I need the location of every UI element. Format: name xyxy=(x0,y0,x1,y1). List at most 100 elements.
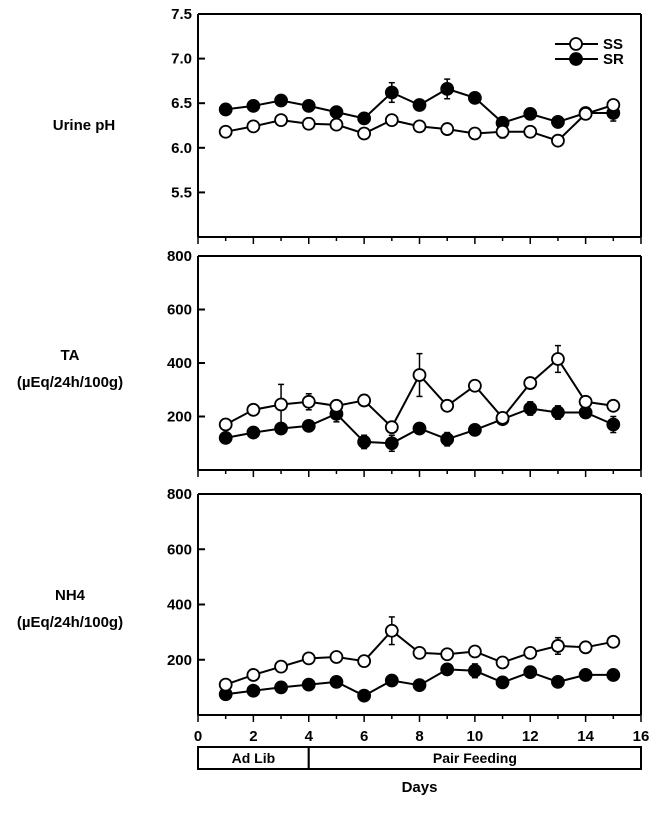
data-point-ss xyxy=(524,126,536,138)
data-point-ss xyxy=(303,118,315,130)
data-point-ss xyxy=(247,120,259,132)
data-point-sr xyxy=(524,402,536,414)
data-point-ss xyxy=(607,400,619,412)
y-tick-label: 200 xyxy=(167,409,192,426)
data-point-ss xyxy=(524,647,536,659)
y-tick-label: 600 xyxy=(167,541,192,558)
data-point-ss xyxy=(220,126,232,138)
data-point-sr xyxy=(552,116,564,128)
data-point-sr xyxy=(303,420,315,432)
data-point-ss xyxy=(386,421,398,433)
data-point-ss xyxy=(303,396,315,408)
y-tick-label: 600 xyxy=(167,302,192,319)
y-axis-label: TA xyxy=(61,347,80,364)
data-point-sr xyxy=(247,685,259,697)
data-point-sr xyxy=(414,423,426,435)
data-point-ss xyxy=(441,123,453,135)
data-point-ss xyxy=(275,114,287,126)
data-point-ss xyxy=(247,404,259,416)
y-tick-label: 800 xyxy=(167,248,192,265)
x-tick-label: 2 xyxy=(249,728,257,745)
data-point-sr xyxy=(524,108,536,120)
data-point-sr xyxy=(497,676,509,688)
legend-marker xyxy=(570,53,582,65)
data-point-ss xyxy=(441,400,453,412)
data-point-sr xyxy=(386,674,398,686)
data-point-ss xyxy=(386,114,398,126)
data-point-sr xyxy=(386,437,398,449)
data-point-ss xyxy=(358,655,370,667)
y-tick-label: 800 xyxy=(167,486,192,503)
data-point-ss xyxy=(303,652,315,664)
data-point-ss xyxy=(497,657,509,669)
x-axis-label: Days xyxy=(402,779,438,796)
data-point-ss xyxy=(469,645,481,657)
data-point-ss xyxy=(469,380,481,392)
x-tick-label: 4 xyxy=(305,728,314,745)
data-point-ss xyxy=(330,651,342,663)
x-tick-label: 0 xyxy=(194,728,202,745)
data-point-ss xyxy=(552,353,564,365)
data-point-ss xyxy=(386,625,398,637)
x-tick-label: 6 xyxy=(360,728,368,745)
data-point-sr xyxy=(386,86,398,98)
x-tick-label: 12 xyxy=(522,728,539,745)
data-point-sr xyxy=(247,100,259,112)
y-tick-label: 7.0 xyxy=(171,51,192,68)
phase-label: Ad Lib xyxy=(232,750,276,766)
y-axis-label: (µEq/24h/100g) xyxy=(17,374,123,391)
data-point-ss xyxy=(358,394,370,406)
data-point-sr xyxy=(607,669,619,681)
data-point-sr xyxy=(275,95,287,107)
data-point-ss xyxy=(607,636,619,648)
data-point-sr xyxy=(330,106,342,118)
y-tick-label: 200 xyxy=(167,652,192,669)
data-point-ss xyxy=(414,120,426,132)
x-tick-label: 14 xyxy=(577,728,594,745)
data-point-ss xyxy=(497,412,509,424)
data-point-ss xyxy=(414,647,426,659)
data-point-sr xyxy=(414,99,426,111)
legend-label: SR xyxy=(603,51,624,68)
data-point-sr xyxy=(524,666,536,678)
y-tick-label: 6.0 xyxy=(171,140,192,157)
data-point-sr xyxy=(220,432,232,444)
y-tick-label: 6.5 xyxy=(171,95,192,112)
data-point-sr xyxy=(469,92,481,104)
data-point-ss xyxy=(275,398,287,410)
data-point-ss xyxy=(247,669,259,681)
data-point-ss xyxy=(220,679,232,691)
phase-label: Pair Feeding xyxy=(433,750,517,766)
data-point-ss xyxy=(330,400,342,412)
data-point-sr xyxy=(330,676,342,688)
y-axis-label: (µEq/24h/100g) xyxy=(17,614,123,631)
data-point-ss xyxy=(330,119,342,131)
data-point-ss xyxy=(220,419,232,431)
data-point-sr xyxy=(358,112,370,124)
data-point-ss xyxy=(414,369,426,381)
data-point-ss xyxy=(552,135,564,147)
data-point-ss xyxy=(497,126,509,138)
data-point-sr xyxy=(220,103,232,115)
data-point-sr xyxy=(247,427,259,439)
x-tick-label: 10 xyxy=(467,728,484,745)
data-point-sr xyxy=(303,679,315,691)
data-point-ss xyxy=(524,377,536,389)
data-point-sr xyxy=(552,406,564,418)
x-tick-label: 8 xyxy=(415,728,423,745)
data-point-sr xyxy=(469,665,481,677)
y-tick-label: 5.5 xyxy=(171,184,192,201)
y-tick-label: 400 xyxy=(167,597,192,614)
y-tick-label: 400 xyxy=(167,355,192,372)
data-point-sr xyxy=(552,676,564,688)
data-point-sr xyxy=(469,424,481,436)
data-point-ss xyxy=(358,128,370,140)
data-point-sr xyxy=(441,663,453,675)
data-point-sr xyxy=(441,433,453,445)
data-point-sr xyxy=(580,669,592,681)
data-point-ss xyxy=(607,99,619,111)
y-tick-label: 7.5 xyxy=(171,6,192,23)
data-point-ss xyxy=(441,648,453,660)
data-point-sr xyxy=(303,100,315,112)
